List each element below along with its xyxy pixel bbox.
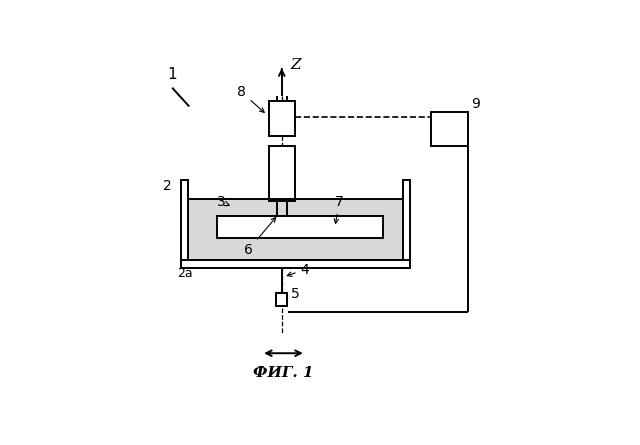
Bar: [269, 146, 294, 201]
Bar: [269, 101, 294, 136]
Text: 9: 9: [471, 97, 480, 111]
Text: 1: 1: [167, 67, 177, 82]
Bar: [180, 180, 188, 267]
Bar: [276, 293, 287, 306]
Bar: [188, 199, 403, 260]
Text: 2: 2: [163, 179, 172, 193]
Text: 3: 3: [216, 195, 229, 209]
Text: 4: 4: [287, 263, 309, 276]
Bar: [180, 260, 410, 267]
Text: 8: 8: [237, 85, 264, 113]
Bar: [403, 180, 410, 267]
Bar: [216, 216, 383, 239]
Text: Z: Z: [291, 58, 301, 72]
Text: 6: 6: [244, 218, 276, 257]
Text: ФИГ. 1: ФИГ. 1: [253, 366, 314, 380]
Text: 5: 5: [291, 287, 300, 301]
Bar: [431, 112, 468, 146]
Text: 7: 7: [334, 195, 344, 223]
Text: 2a: 2a: [177, 267, 193, 280]
